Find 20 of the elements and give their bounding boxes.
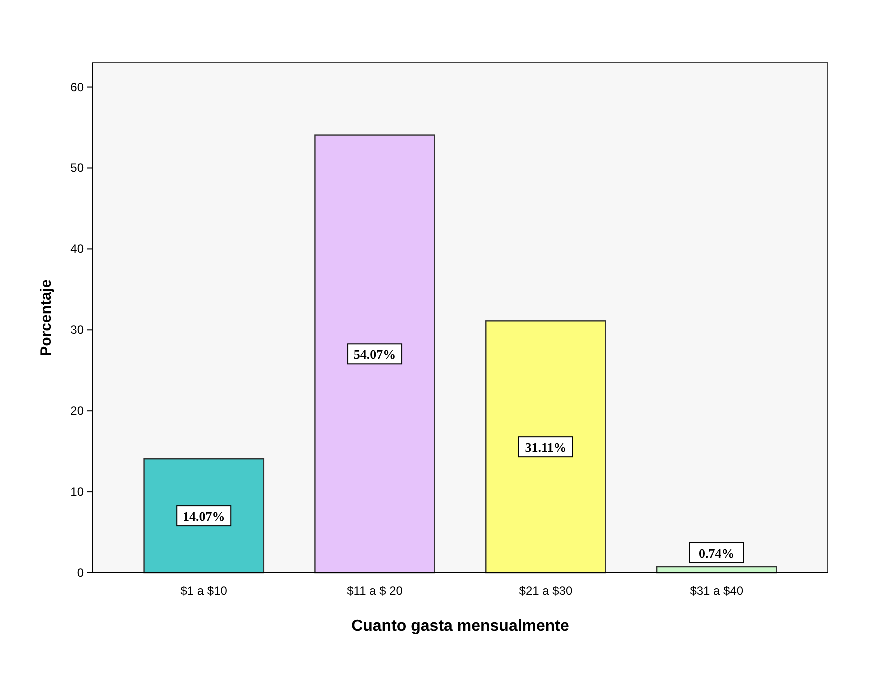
data-label: 31.11% (525, 440, 567, 456)
y-tick-label: 10 (70, 485, 84, 500)
x-axis-title: Cuanto gasta mensualmente (352, 618, 570, 635)
x-tick-label: $11 a $ 20 (347, 584, 404, 598)
data-label: 14.07% (182, 509, 226, 524)
x-tick-label: $1 a $10 (180, 584, 228, 598)
y-tick-label: 0 (77, 566, 84, 580)
y-tick-label: 60 (70, 80, 84, 94)
y-tick-label: 50 (70, 161, 84, 176)
bar (144, 458, 265, 574)
x-tick-label: $31 a $40 (690, 584, 744, 598)
y-tick-label: 20 (70, 404, 84, 418)
y-tick-label: 30 (70, 323, 84, 338)
bar (486, 320, 606, 574)
bar (314, 134, 436, 574)
y-axis-title: Porcentaje (38, 280, 55, 356)
y-tick-label: 40 (70, 242, 84, 256)
data-label: 0.74% (699, 546, 735, 562)
data-label: 54.07% (354, 347, 396, 362)
x-tick-label: $21 a $30 (519, 584, 573, 598)
